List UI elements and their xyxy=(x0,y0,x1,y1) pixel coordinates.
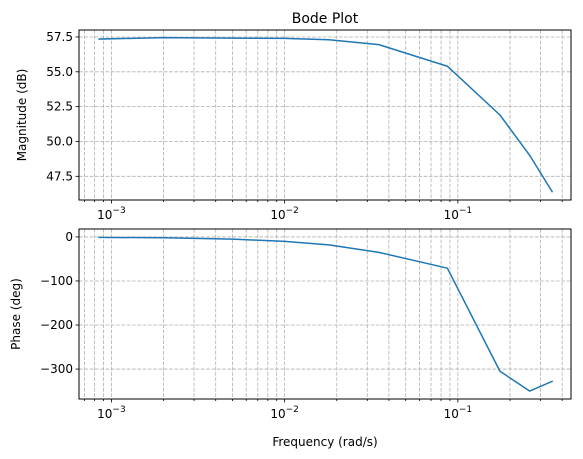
magnitude-y-tick-label: 57.5 xyxy=(46,30,73,44)
chart-title: Bode Plot xyxy=(292,11,359,27)
phase-y-tick-label: −100 xyxy=(40,274,73,288)
phase-y-tick-label: 0 xyxy=(65,230,73,244)
phase-ylabel: Phase (deg) xyxy=(9,278,23,350)
phase-y-tick-label: −200 xyxy=(40,318,73,332)
phase-y-tick-label: −300 xyxy=(40,362,73,376)
magnitude-ylabel: Magnitude (dB) xyxy=(15,69,29,162)
magnitude-y-tick-label: 47.5 xyxy=(46,169,73,183)
magnitude-y-tick-label: 52.5 xyxy=(46,100,73,114)
magnitude-y-tick-label: 50.0 xyxy=(46,134,73,148)
phase-xlabel: Frequency (rad/s) xyxy=(272,435,377,449)
magnitude-y-tick-label: 55.0 xyxy=(46,65,73,79)
